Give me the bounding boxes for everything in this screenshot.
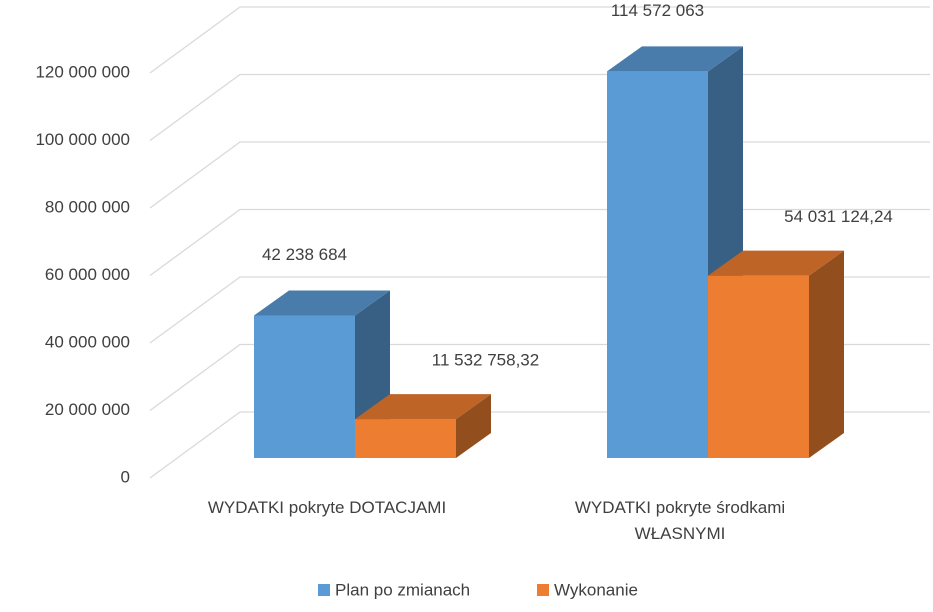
bar	[355, 419, 456, 458]
y-tick-label: 20 000 000	[45, 400, 130, 419]
y-tick-label: 80 000 000	[45, 197, 130, 216]
bar	[708, 275, 809, 458]
legend-label: Wykonanie	[554, 580, 638, 599]
grid-line	[149, 141, 930, 209]
legend-label: Plan po zmianach	[335, 580, 470, 599]
y-tick-label: 40 000 000	[45, 332, 130, 351]
y-tick-label: 100 000 000	[35, 130, 130, 149]
legend-swatch	[318, 584, 330, 596]
bar	[607, 71, 708, 459]
grid-line	[149, 73, 930, 142]
bar-top	[708, 250, 844, 276]
data-label: 114 572 063	[611, 1, 704, 20]
data-label: 42 238 684	[262, 245, 347, 264]
bar-top	[355, 394, 491, 420]
bar-side	[809, 250, 844, 458]
grid-line	[149, 6, 930, 74]
bar-top	[254, 290, 390, 316]
bar-top	[607, 46, 743, 72]
y-tick-label: 0	[121, 467, 130, 486]
legend-swatch	[537, 584, 549, 596]
bar	[254, 315, 355, 458]
data-label: 54 031 124,24	[784, 207, 893, 226]
bar-side	[456, 394, 491, 458]
data-label: 11 532 758,32	[432, 351, 539, 370]
x-tick-label: WYDATKI pokryte DOTACJAMI	[207, 498, 447, 517]
y-tick-label: 120 000 000	[35, 62, 130, 81]
y-tick-label: 60 000 000	[45, 265, 130, 284]
x-tick-label: WYDATKI pokryte środkami WŁASNYMI	[574, 498, 786, 543]
